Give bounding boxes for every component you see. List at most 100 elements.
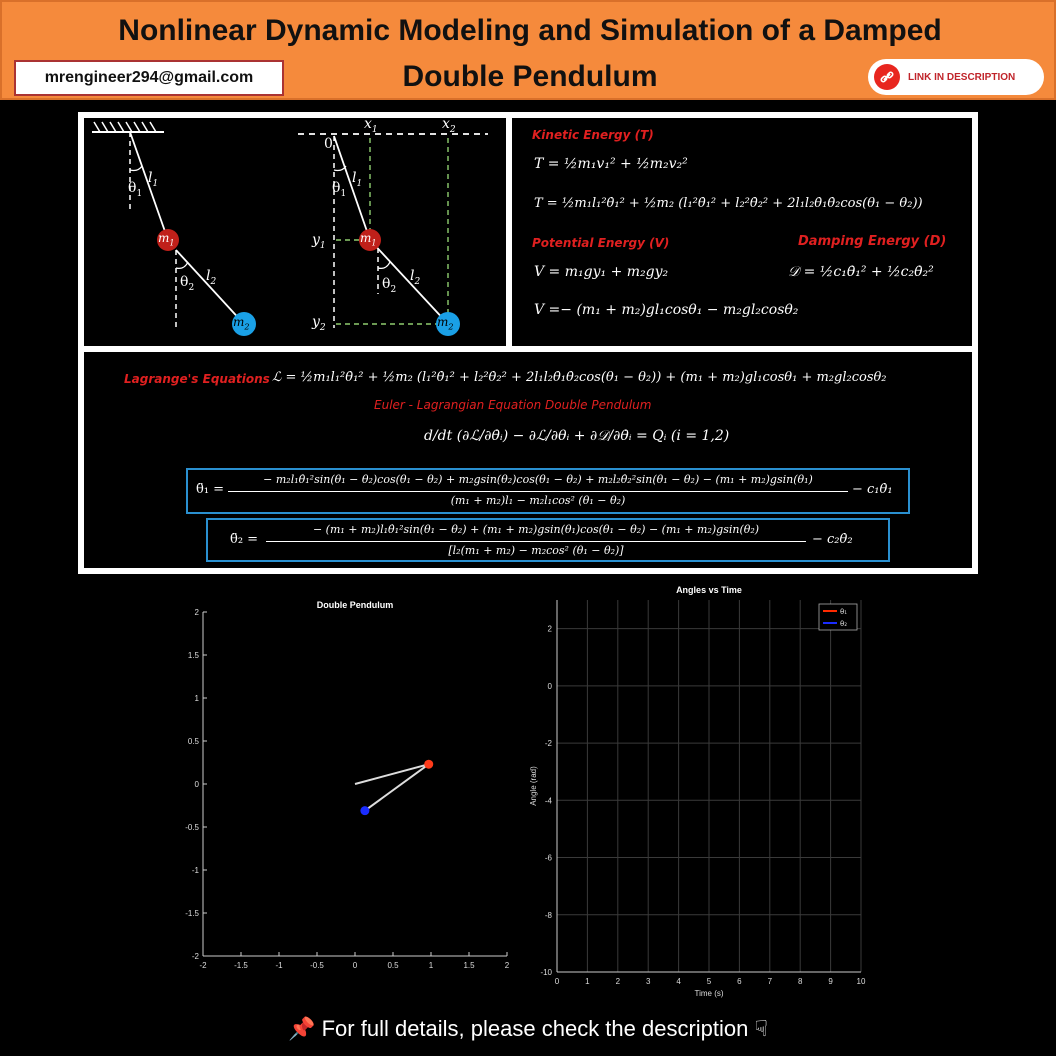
y-tick-label: -1.5	[185, 909, 199, 918]
footer-note: 📌 For full details, please check the des…	[0, 1016, 1056, 1042]
y-tick-label: -8	[545, 911, 553, 920]
label-theta2-b: θ2	[382, 276, 397, 295]
kinetic-eq2: T = ½m₁l₁²θ̇₁² + ½m₂ (l₁²θ̇₁² + l₂²θ̇₂² …	[534, 196, 923, 211]
pin-icon: 📌	[288, 1016, 316, 1041]
y-tick-label: 0.5	[188, 737, 200, 746]
y-tick-label: -4	[545, 796, 553, 805]
label-y1: y1	[312, 232, 326, 251]
euler-lagrange-eq: d/dt (∂ℒ/∂θ̇ᵢ) − ∂ℒ/∂θᵢ + ∂𝒟/∂θ̇ᵢ = Qᵢ (…	[424, 428, 730, 444]
x-tick-label: -1	[275, 961, 283, 970]
damping-energy-label: Damping Energy (D)	[798, 234, 947, 249]
y-tick-label: -10	[540, 968, 552, 977]
x-tick-label: 8	[798, 977, 803, 986]
theta1-fraction-bar	[228, 491, 848, 492]
label-m2-b: m2	[437, 315, 454, 332]
y-tick-label: -1	[192, 866, 200, 875]
kinetic-eq1: T = ½m₁v₁² + ½m₂v₂²	[534, 156, 688, 172]
label-l2: l2	[206, 268, 217, 287]
legend-label-1: θ₂	[840, 620, 847, 628]
page-title-line1: Nonlinear Dynamic Modeling and Simulatio…	[118, 14, 942, 47]
y-tick-label: -2	[192, 952, 200, 961]
label-origin: 0	[324, 136, 333, 152]
label-l1: l1	[148, 170, 159, 189]
y-tick-label: 2	[195, 608, 200, 617]
legend-box	[818, 603, 858, 631]
x-tick-label: 2	[505, 961, 510, 970]
pendulum-diagram-box: l1 θ1 m1 l2 θ2 m2 x1 x2 0 l1 θ1 y1 m1 l2…	[84, 116, 506, 346]
x-tick-label: 0.5	[387, 961, 399, 970]
euler-lagrange-label: Euler - Lagrangian Equation Double Pendu…	[374, 398, 652, 412]
x-tick-label: -0.5	[310, 961, 324, 970]
potential-energy-label: Potential Energy (V)	[532, 236, 670, 250]
link-icon	[874, 64, 900, 90]
x-tick-label: 0	[555, 977, 560, 986]
label-x1: x1	[364, 116, 378, 135]
x-tick-label: 4	[676, 977, 681, 986]
x-tick-label: 1	[585, 977, 590, 986]
y-tick-label: 1	[195, 694, 200, 703]
pendulum-rods	[354, 763, 430, 812]
pointing-hand-icon: ☟	[754, 1016, 768, 1041]
label-theta1-b: θ1	[332, 180, 347, 199]
x-tick-label: 0	[353, 961, 358, 970]
footer-text: For full details, please check the descr…	[321, 1016, 749, 1041]
x-tick-label: 10	[857, 977, 866, 986]
legend-label-0: θ₁	[840, 608, 847, 616]
theta2-tail: − c₂θ̇₂	[812, 532, 853, 547]
email-badge[interactable]: mrengineer294@gmail.com	[14, 60, 284, 96]
y-axis-label: Angle (rad)	[529, 766, 538, 806]
energy-box: Kinetic Energy (T) T = ½m₁v₁² + ½m₂v₂² T…	[512, 118, 972, 346]
theta2-eq-box: θ̈₂ = − (m₁ + m₂)l₁θ̇₁²sin(θ₁ − θ₂) + (m…	[206, 518, 890, 562]
theta2-denominator: [l₂(m₁ + m₂) − m₂cos² (θ₁ − θ₂)]	[448, 544, 624, 557]
label-theta2: θ2	[180, 274, 195, 293]
x-tick-label: 1.5	[463, 961, 475, 970]
damping-eq: 𝒟 = ½c₁θ̇₁² + ½c₂θ̇₂²	[788, 264, 934, 280]
chart-title: Angles vs Time	[676, 585, 742, 595]
lagrange-label: Lagrange's Equations	[124, 372, 270, 386]
x-tick-label: 5	[707, 977, 712, 986]
label-x2: x2	[442, 116, 456, 135]
label-m2: m2	[233, 315, 250, 332]
potential-eq1: V = m₁gy₁ + m₂gy₂	[534, 264, 669, 280]
label-m1: m1	[158, 231, 175, 248]
theta1-numerator: − m₂l₁θ̇₁²sin(θ₁ − θ₂)cos(θ₁ − θ₂) + m₂g…	[263, 473, 813, 486]
link-in-description-button[interactable]: LINK IN DESCRIPTION	[868, 59, 1044, 95]
y-tick-label: -2	[545, 739, 553, 748]
label-theta1: θ1	[128, 180, 143, 199]
theta1-tail: − c₁θ̇₁	[852, 482, 893, 497]
theta1-eq-box: θ̈₁ = − m₂l₁θ̇₁²sin(θ₁ − θ₂)cos(θ₁ − θ₂)…	[186, 468, 910, 514]
label-l2-b: l2	[410, 268, 421, 287]
y-tick-label: -6	[545, 854, 553, 863]
x-tick-label: 9	[828, 977, 833, 986]
x-tick-label: 2	[616, 977, 621, 986]
theta2-fraction-bar	[266, 541, 806, 542]
angles-vs-time-chart: Angles vs Time 0 1 2 3 4 5 6 7 8 9 10 2 0 -2 -4 -6 -8 -10 T…	[529, 585, 866, 998]
y-tick-label: 0	[548, 682, 553, 691]
chart-title: Double Pendulum	[317, 600, 394, 610]
potential-eq2: V =− (m₁ + m₂)gl₁cosθ₁ − m₂gl₂cosθ₂	[534, 302, 799, 318]
theta1-denominator: (m₁ + m₂)l₁ − m₂l₁cos² (θ₁ − θ₂)	[450, 494, 626, 507]
theta2-numerator: − (m₁ + m₂)l₁θ̇₁²sin(θ₁ − θ₂) + (m₁ + m₂…	[312, 523, 760, 536]
x-tick-label: 1	[429, 961, 434, 970]
pendulum-diagram	[92, 121, 488, 336]
bob1-point	[424, 759, 434, 769]
lagrangian-eq: ℒ = ½m₁l₁²θ̇₁² + ½m₂ (l₁²θ̇₁² + l₂²θ̇₂² …	[272, 370, 887, 385]
double-pendulum-chart: Double Pendulum -2 -1.5 -1 -0.5 0 0.5 1 1.5 2 2 1.5…	[185, 600, 510, 970]
theta1-lhs: θ̈₁ =	[196, 482, 225, 497]
y-tick-label: 1.5	[188, 651, 200, 660]
lagrange-box: Lagrange's Equations ℒ = ½m₁l₁²θ̇₁² + ½m…	[84, 352, 972, 568]
x-tick-label: -1.5	[234, 961, 248, 970]
label-l1-b: l1	[352, 170, 363, 189]
y-tick-label: 0	[195, 780, 200, 789]
x-tick-label: 7	[768, 977, 773, 986]
theta2-lhs: θ̈₂ =	[230, 532, 259, 547]
label-y2: y2	[312, 314, 326, 333]
x-tick-label: 3	[646, 977, 651, 986]
bob2-point	[360, 806, 370, 816]
x-tick-label: 6	[737, 977, 742, 986]
x-tick-label: -2	[199, 961, 207, 970]
label-m1-b: m1	[360, 231, 377, 248]
x-axis-label: Time (s)	[694, 989, 723, 998]
page-title-line2: Double Pendulum	[402, 60, 658, 93]
header-banner: Nonlinear Dynamic Modeling and Simulatio…	[0, 0, 1056, 100]
